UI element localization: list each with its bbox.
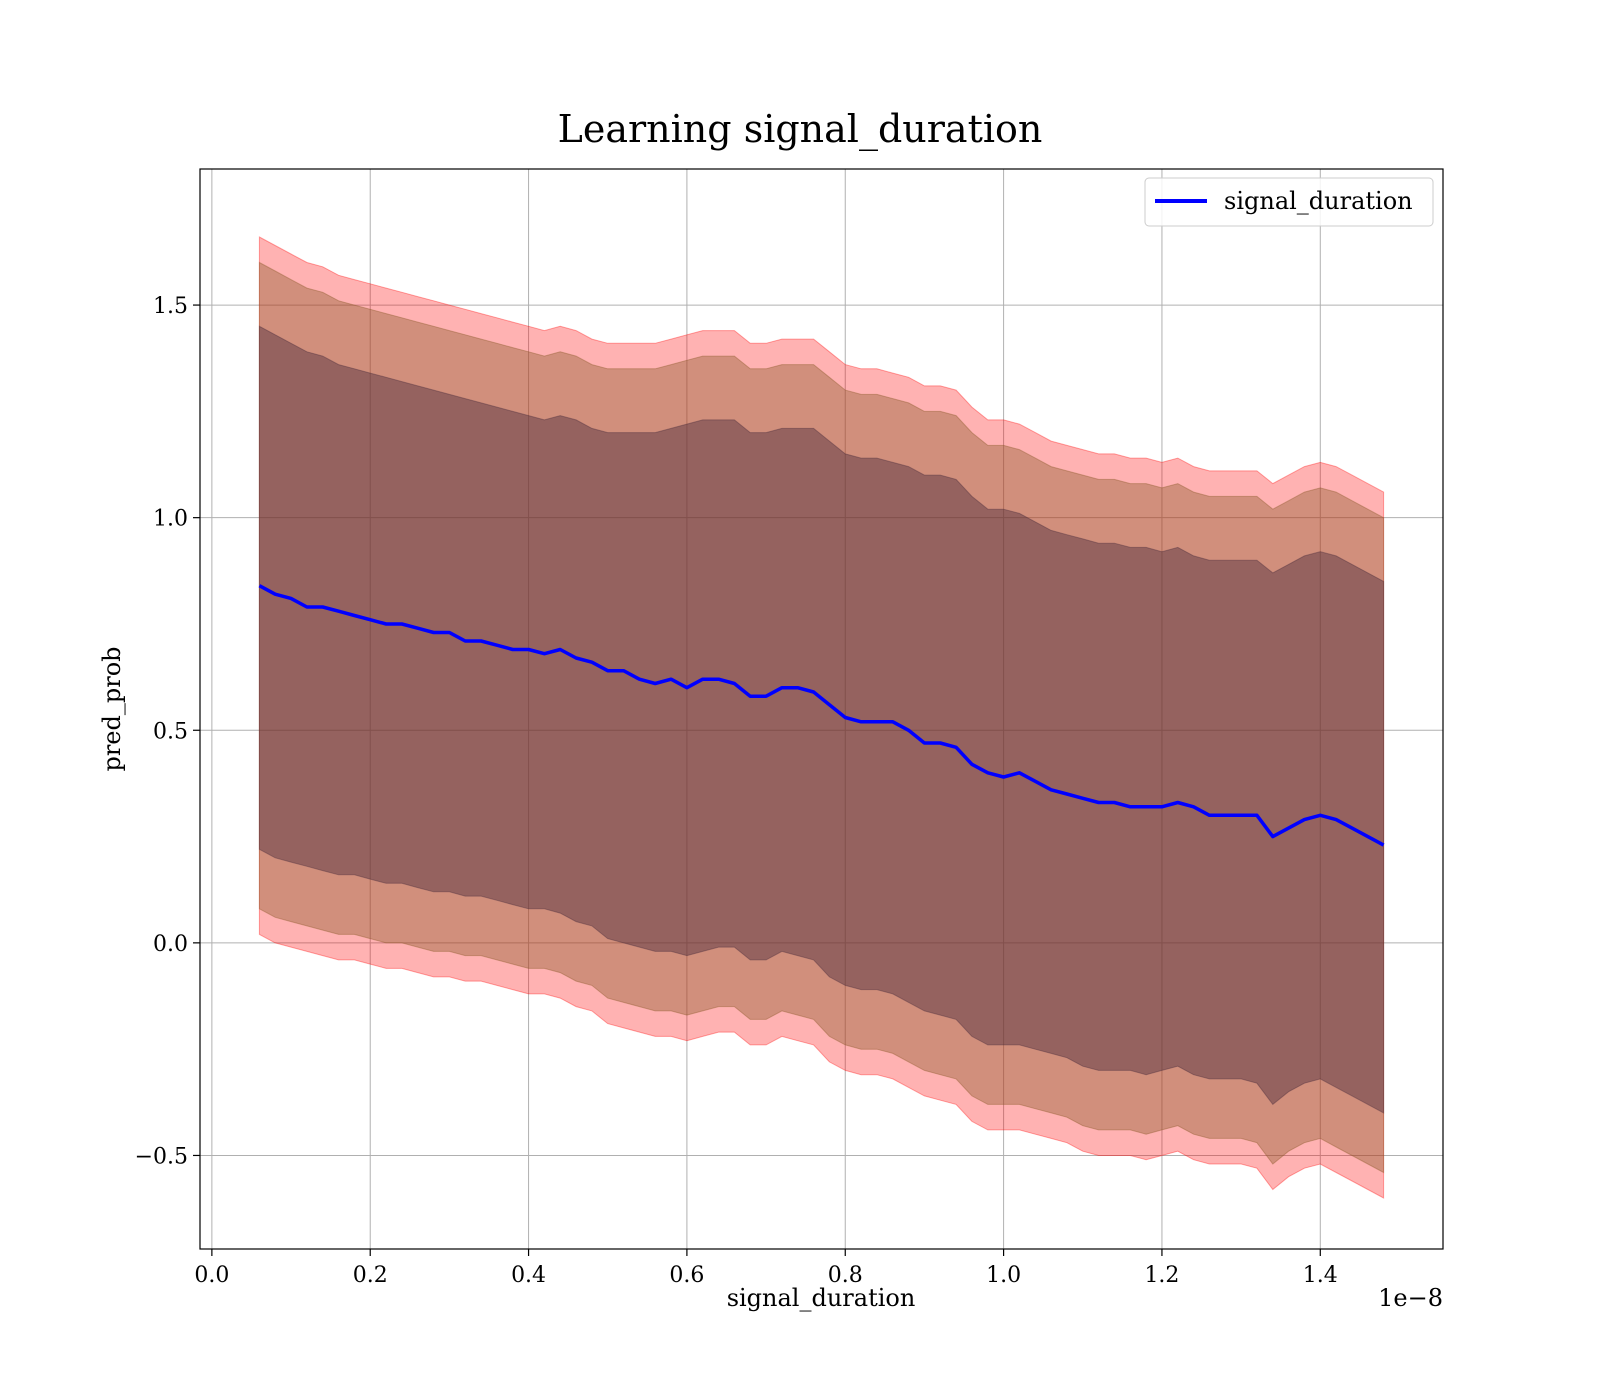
y-tick-label: 1.5 — [153, 294, 188, 319]
x-axis-label: signal_duration — [727, 1284, 916, 1312]
legend-label: signal_duration — [1224, 187, 1413, 215]
x-tick-label: 0.8 — [828, 1263, 863, 1288]
x-axis-offset-label: 1e−8 — [1378, 1284, 1443, 1312]
x-tick-label: 0.4 — [511, 1263, 546, 1288]
x-tick-label: 1.2 — [1144, 1263, 1179, 1288]
x-tick-label: 0.6 — [669, 1263, 704, 1288]
y-tick-label: 1.0 — [153, 507, 188, 532]
chart-title: Learning signal_duration — [558, 107, 1043, 152]
grid — [200, 169, 1443, 1249]
x-tick-label: 1.4 — [1303, 1263, 1338, 1288]
x-tick-label: 0.0 — [194, 1263, 229, 1288]
plot-area — [199, 168, 1444, 1250]
legend-box — [1144, 177, 1434, 227]
y-tick-label: 0.0 — [153, 932, 188, 957]
legend: signal_duration — [1144, 177, 1434, 227]
y-axis-ticks: −0.5 0.0 0.5 1.0 1.5 — [135, 294, 200, 1169]
series-line-signal-duration — [258, 584, 1385, 847]
plot-frame — [199, 168, 1444, 1250]
middle-confidence-band — [258, 261, 1385, 1174]
confidence-bands — [258, 236, 1385, 1199]
y-axis-label: pred_prob — [98, 646, 126, 771]
x-tick-label: 0.2 — [353, 1263, 388, 1288]
y-tick-label: 0.5 — [153, 719, 188, 744]
series-lines — [258, 584, 1385, 847]
inner-confidence-band — [258, 325, 1385, 1114]
x-tick-label: 1.0 — [986, 1263, 1021, 1288]
x-axis-ticks: 0.0 0.2 0.4 0.6 0.8 1.0 1.2 1.4 — [194, 1249, 1338, 1288]
outer-confidence-band — [258, 236, 1385, 1199]
y-tick-label: −0.5 — [135, 1144, 188, 1169]
